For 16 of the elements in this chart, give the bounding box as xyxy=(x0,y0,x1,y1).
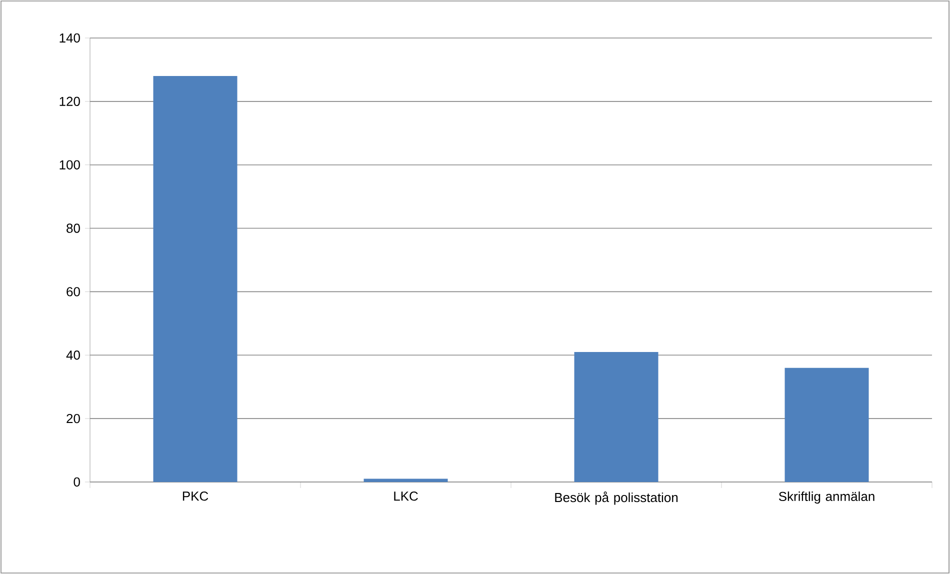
x-tick-label: Skriftlig anmälan xyxy=(778,492,874,504)
y-tick-label: 60 xyxy=(66,287,80,296)
x-tick-label: PKC xyxy=(182,492,208,501)
y-tick-label: 40 xyxy=(66,350,80,360)
x-tick-label: Besök på polisstation xyxy=(555,492,678,505)
y-tick-label: 0 xyxy=(74,477,80,487)
y-tick-label: 140 xyxy=(60,33,80,43)
y-tick-label: 120 xyxy=(60,96,80,106)
x-tick-label: LKC xyxy=(394,492,418,501)
bar xyxy=(364,478,448,482)
y-tick-label: 80 xyxy=(66,224,80,233)
y-tick-label: 100 xyxy=(60,160,80,170)
bar xyxy=(574,352,658,482)
bar xyxy=(153,76,238,482)
y-tick-label: 20 xyxy=(66,414,80,424)
bar xyxy=(784,368,869,482)
